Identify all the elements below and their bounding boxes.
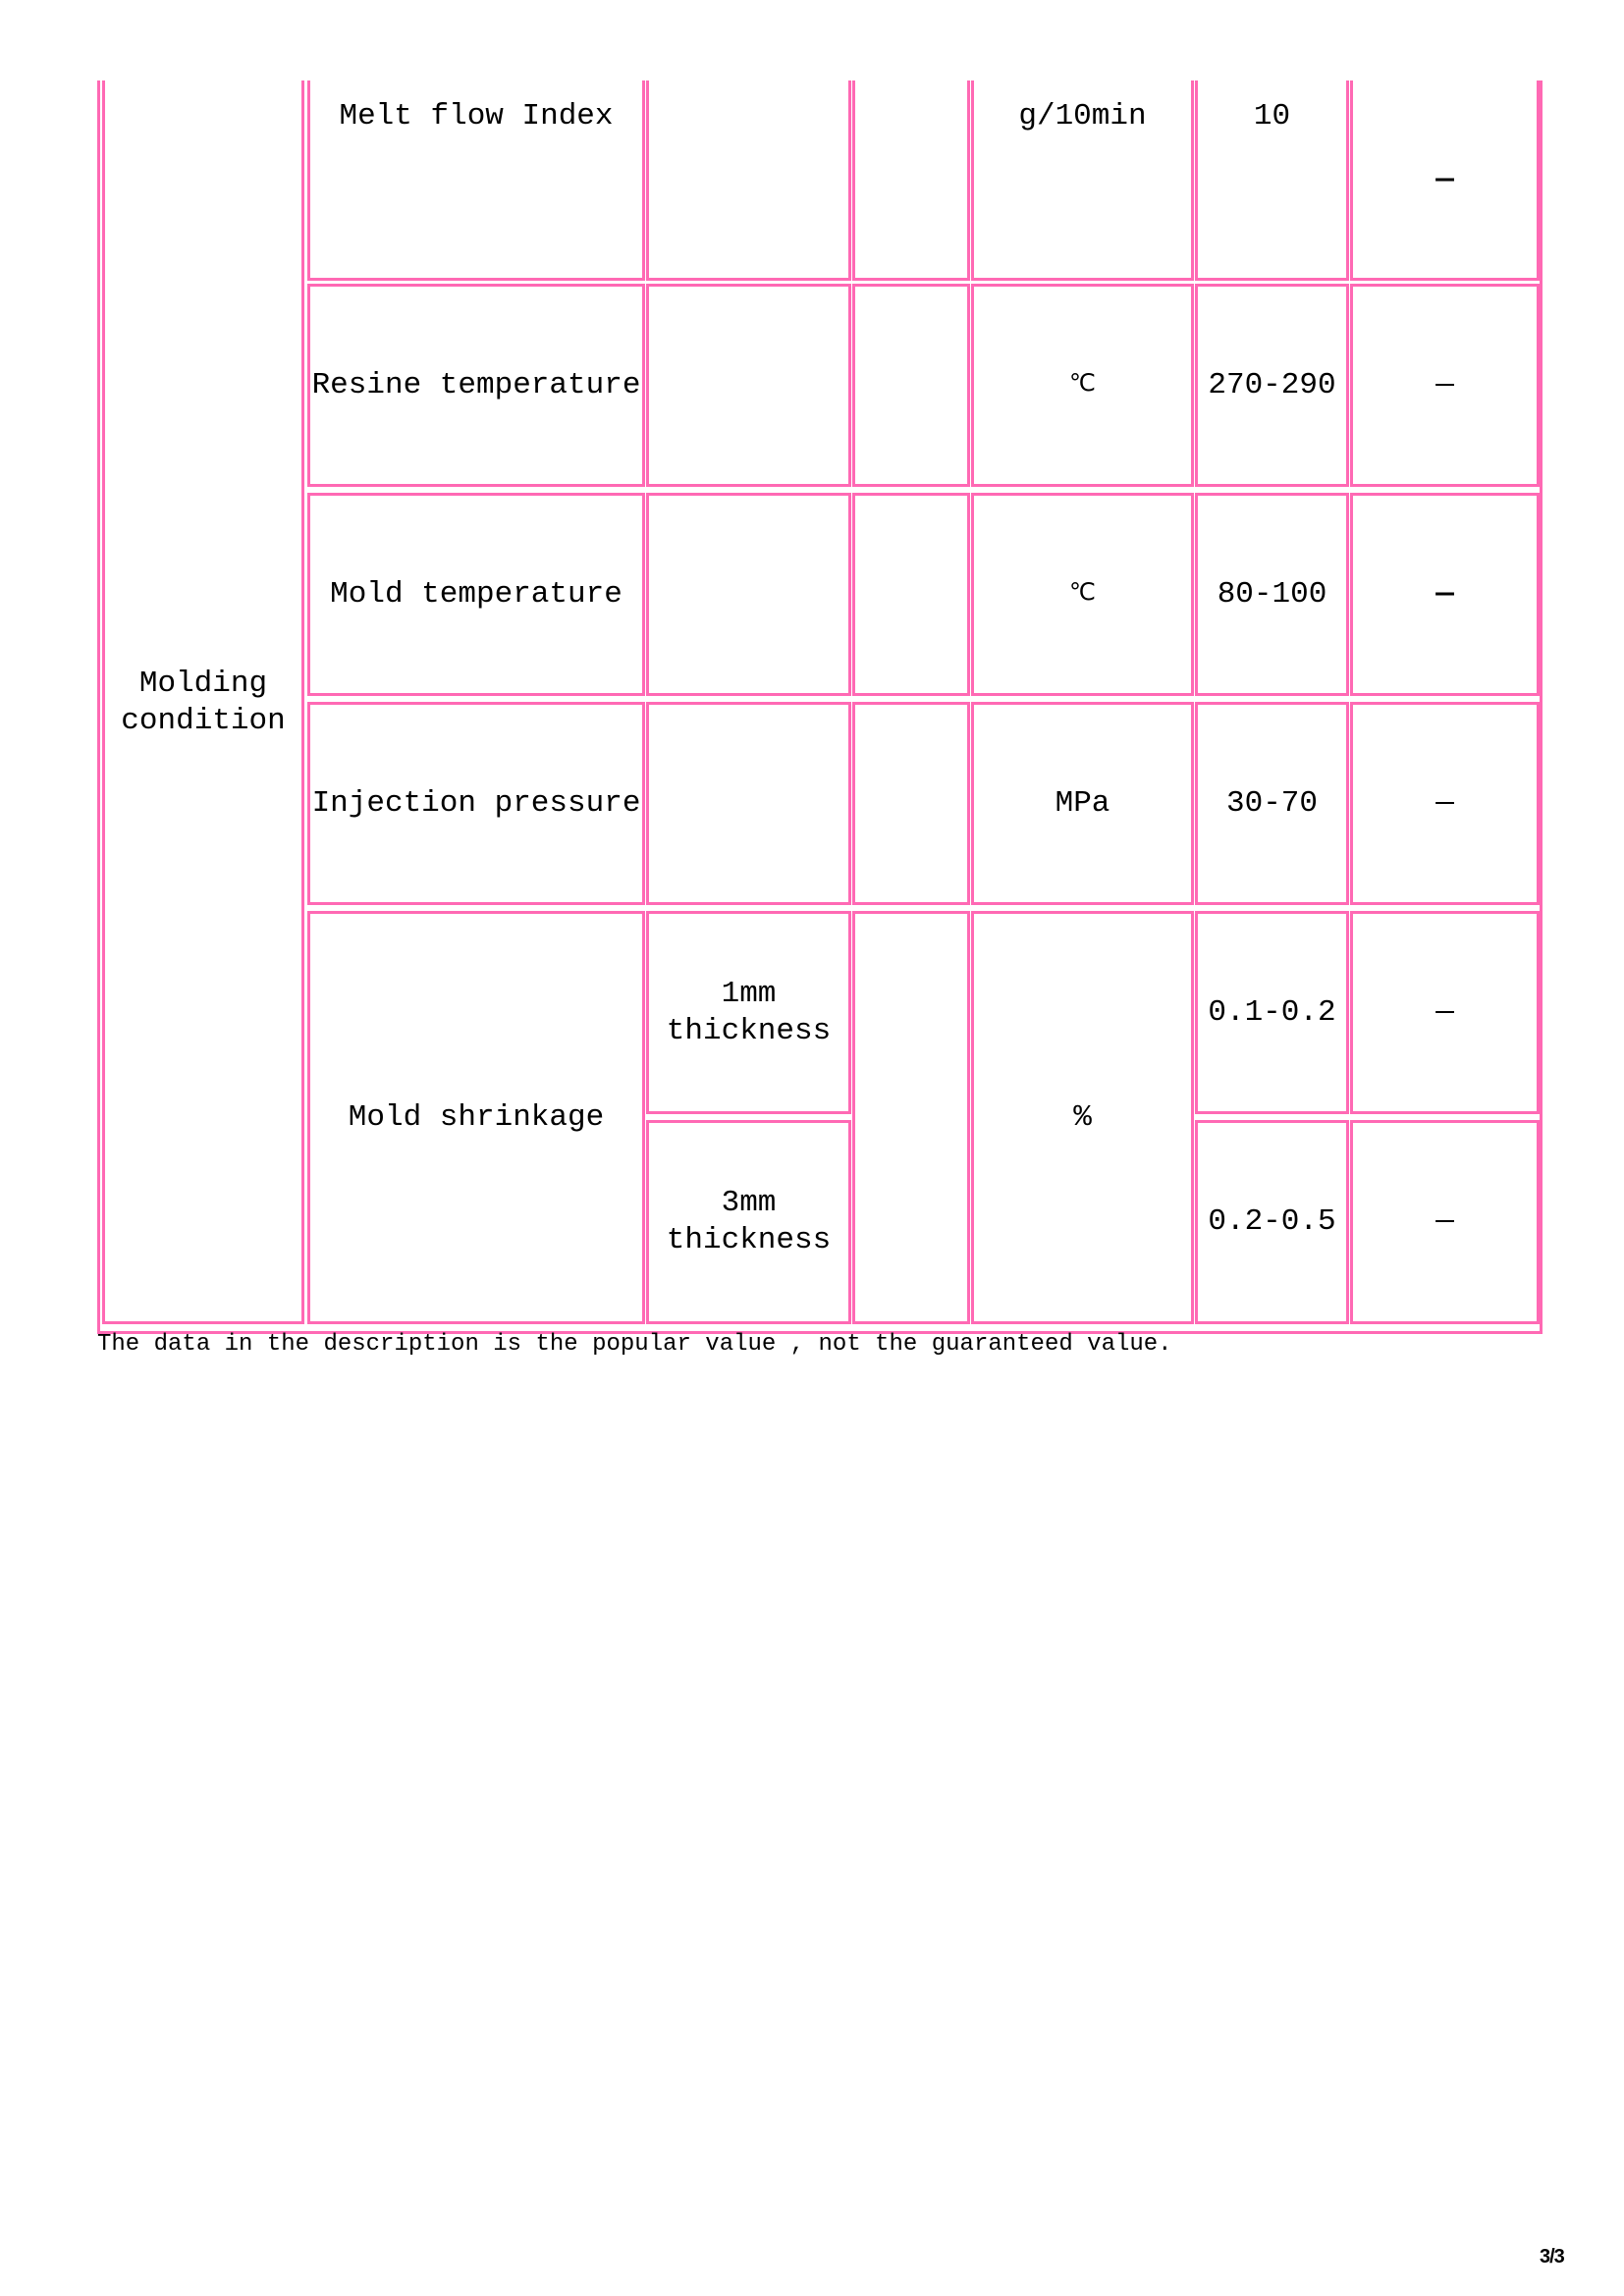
spec-table	[97, 80, 1543, 1334]
unit-cell: %	[971, 911, 1194, 1324]
remark-cell: —	[1350, 80, 1540, 281]
property-cell: Resine temperature	[307, 284, 645, 487]
value-cell: 270-290	[1195, 284, 1349, 487]
value-label: 10	[1253, 99, 1291, 133]
remark-dash: —	[1435, 367, 1454, 402]
condition-cell	[646, 284, 851, 487]
remark-dash: —	[1435, 1204, 1454, 1239]
remark-dash: —	[1435, 576, 1454, 612]
page-number: 3/3	[1540, 2246, 1565, 2268]
remark-cell: —	[1350, 702, 1540, 905]
property-label: Melt flow Index	[339, 99, 614, 133]
group-label-cell: Molding condition	[102, 80, 304, 1324]
unit-cell: ℃	[971, 284, 1194, 487]
condition-cell: 3mm thickness	[646, 1120, 851, 1324]
value-cell: 0.1-0.2	[1195, 911, 1349, 1114]
value-cell: 10	[1195, 80, 1349, 281]
value-label: 270-290	[1208, 367, 1336, 402]
group-label: Molding condition	[121, 666, 286, 738]
value-cell: 80-100	[1195, 493, 1349, 696]
property-cell: Melt flow Index	[307, 80, 645, 281]
property-cell: Injection pressure	[307, 702, 645, 905]
remark-dash: —	[1435, 163, 1454, 197]
remark-cell: —	[1350, 1120, 1540, 1324]
footer-note: The data in the description is the popul…	[97, 1331, 1172, 1358]
value-cell: 0.2-0.5	[1195, 1120, 1349, 1324]
remark-cell: —	[1350, 284, 1540, 487]
unit-cell: ℃	[971, 493, 1194, 696]
method-cell	[852, 911, 970, 1324]
value-label: 30-70	[1225, 785, 1318, 821]
value-label: 0.1-0.2	[1208, 994, 1336, 1030]
property-cell: Mold temperature	[307, 493, 645, 696]
method-cell	[852, 80, 970, 281]
value-label: 0.2-0.5	[1208, 1204, 1336, 1239]
unit-label: g/10min	[1018, 99, 1147, 133]
condition-cell	[646, 80, 851, 281]
unit-cell: g/10min	[971, 80, 1194, 281]
remark-cell: —	[1350, 911, 1540, 1114]
value-label: 80-100	[1217, 576, 1327, 612]
method-cell	[852, 493, 970, 696]
condition-cell	[646, 702, 851, 905]
condition-label: 3mm thickness	[666, 1186, 832, 1257]
property-label: Injection pressure	[311, 785, 641, 821]
spec-table-region: Molding condition Melt flow Index g/10mi…	[0, 80, 1624, 1357]
value-cell: 30-70	[1195, 702, 1349, 905]
unit-label: ℃	[1069, 580, 1096, 608]
property-label: Mold temperature	[330, 576, 623, 612]
method-cell	[852, 702, 970, 905]
condition-label: 1mm thickness	[666, 976, 832, 1048]
property-label: Mold shrinkage	[348, 1099, 605, 1135]
property-label: Resine temperature	[311, 367, 641, 402]
condition-cell	[646, 493, 851, 696]
unit-label: MPa	[1055, 785, 1110, 821]
remark-cell: —	[1350, 493, 1540, 696]
property-cell: Mold shrinkage	[307, 911, 645, 1324]
condition-cell: 1mm thickness	[646, 911, 851, 1114]
unit-cell: MPa	[971, 702, 1194, 905]
method-cell	[852, 284, 970, 487]
unit-label: ℃	[1069, 371, 1096, 399]
unit-label: %	[1073, 1099, 1092, 1135]
remark-dash: —	[1435, 785, 1454, 821]
remark-dash: —	[1435, 994, 1454, 1030]
